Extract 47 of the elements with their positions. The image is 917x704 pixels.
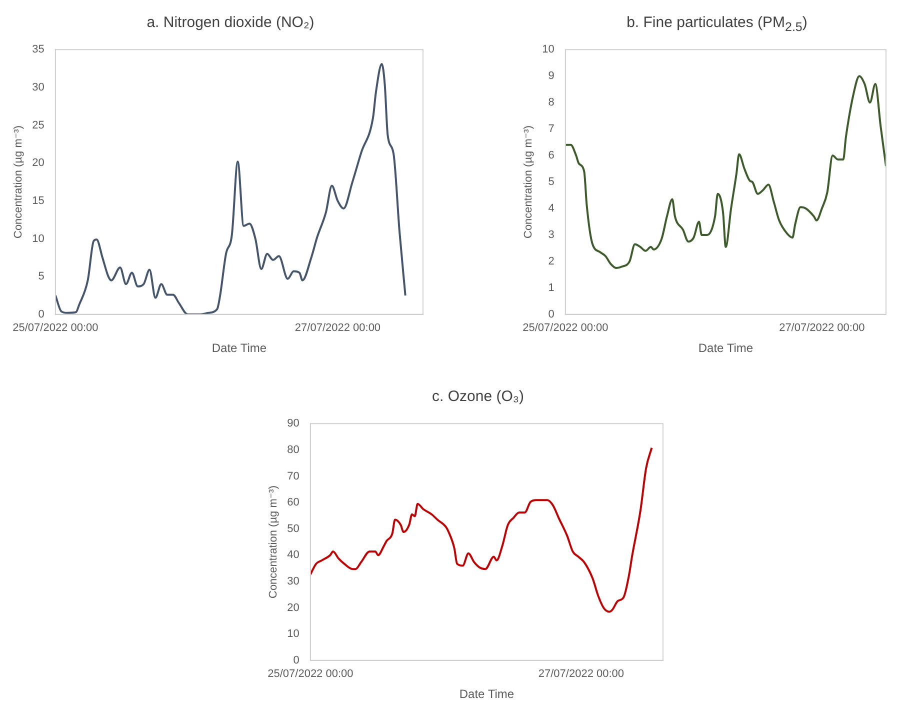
y-tick-label: 8 xyxy=(548,96,554,109)
y-tick-label: 10 xyxy=(32,232,44,245)
y-tick-label: 10 xyxy=(287,628,300,640)
y-tick-label: 5 xyxy=(548,176,554,188)
y-axis-title: Concentration (µg m⁻³) xyxy=(522,125,535,239)
x-axis-title: Date Time xyxy=(698,341,754,356)
y-tick-label: 1 xyxy=(548,282,554,294)
y-tick-label: 90 xyxy=(287,418,300,430)
line-series xyxy=(310,446,653,613)
y-tick-label: 15 xyxy=(32,194,44,207)
chart-title: b. Fine particulates (PM$_{2.5}$) xyxy=(626,14,808,36)
y-tick-label: 0 xyxy=(293,654,300,666)
y-tick-label: 3 xyxy=(548,228,554,241)
x-tick-label: 27/07/2022 00:00 xyxy=(294,322,381,334)
x-tick-label: 25/07/2022 00:00 xyxy=(268,668,354,680)
y-tick-label: 80 xyxy=(287,444,300,456)
y-tick-label: 20 xyxy=(287,602,300,614)
x-axis-title: Date Time xyxy=(212,341,267,356)
y-axis-title: Concentration (µg m⁻³) xyxy=(268,485,280,599)
y-tick-label: 7 xyxy=(548,123,554,136)
x-axis-title: Date Time xyxy=(459,687,514,702)
y-tick-label: 2 xyxy=(548,255,554,268)
line-series xyxy=(55,62,406,314)
y-tick-label: 50 xyxy=(287,522,300,535)
y-tick-label: 4 xyxy=(548,202,554,215)
y-tick-label: 25 xyxy=(32,119,44,132)
y-tick-label: 0 xyxy=(548,308,554,320)
y-tick-label: 30 xyxy=(287,576,300,588)
y-tick-label: 40 xyxy=(287,549,300,562)
y-tick-label: 5 xyxy=(38,270,44,283)
y-tick-label: 9 xyxy=(548,70,554,82)
chart-title: a. Nitrogen dioxide (NO₂) xyxy=(146,14,316,33)
y-tick-label: 30 xyxy=(32,81,44,94)
line-series xyxy=(565,75,886,270)
y-tick-label: 10 xyxy=(542,44,554,56)
x-tick-label: 27/07/2022 00:00 xyxy=(538,668,624,680)
y-axis-title: Concentration (µg m⁻³) xyxy=(12,125,25,239)
x-tick-label: 25/07/2022 00:00 xyxy=(12,322,98,334)
y-tick-label: 0 xyxy=(38,308,44,320)
y-tick-label: 60 xyxy=(287,496,300,509)
y-tick-label: 20 xyxy=(32,157,44,170)
y-tick-label: 70 xyxy=(287,470,300,482)
chart-title: c. Ozone (O₃) xyxy=(431,388,525,407)
y-tick-label: 6 xyxy=(548,150,554,162)
x-tick-label: 27/07/2022 00:00 xyxy=(779,322,865,334)
x-tick-label: 25/07/2022 00:00 xyxy=(522,322,608,334)
y-tick-label: 35 xyxy=(32,44,44,56)
